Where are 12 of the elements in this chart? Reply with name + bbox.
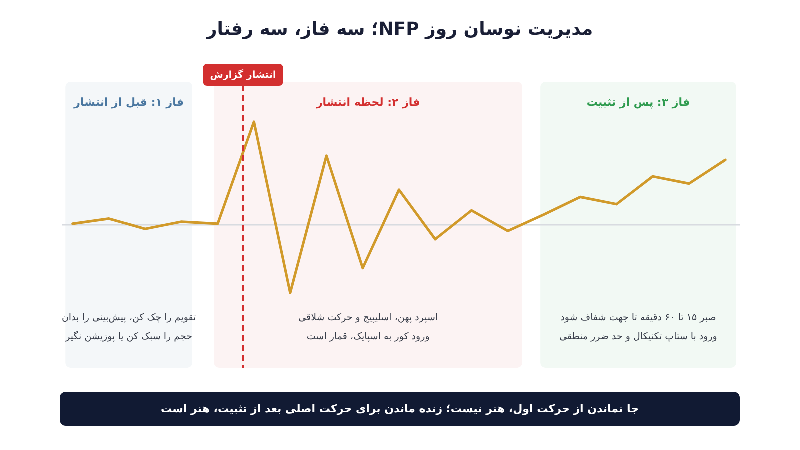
text: حجم را سبک کن یا پوزیشن نگیر	[64, 330, 193, 343]
text: فاز ۳: پس از تثبیت	[586, 96, 690, 110]
text: فاز ۲: لحظه انتشار	[315, 96, 420, 110]
text: ورود با ستاپ تکنیکال و حد ضرر منطقی	[560, 332, 718, 343]
text: فاز ۱: قبل از انتشار	[73, 96, 184, 110]
chart-title: مدیریت نوسان روز NFP؛ سه فاز، سه رفتار	[206, 18, 594, 40]
text: انتشار گزارش	[210, 69, 276, 82]
text: صبر ۱۵ تا ۶۰ دقیقه تا جهت شفاف شود	[560, 312, 716, 324]
text: تقویم را چک کن، پیش‌بینی را بدان	[62, 312, 197, 324]
text: اسپرد پهن، اسلیپیج و حرکت شلاقی	[298, 312, 438, 324]
text: جا نماندن از حرکت اول، هنر نیست؛ زنده ماندن برای حرکت اصلی بعد از تثبیت، هنر است	[160, 402, 640, 416]
text: ورود کور به اسپایک، قمار است	[306, 332, 430, 343]
